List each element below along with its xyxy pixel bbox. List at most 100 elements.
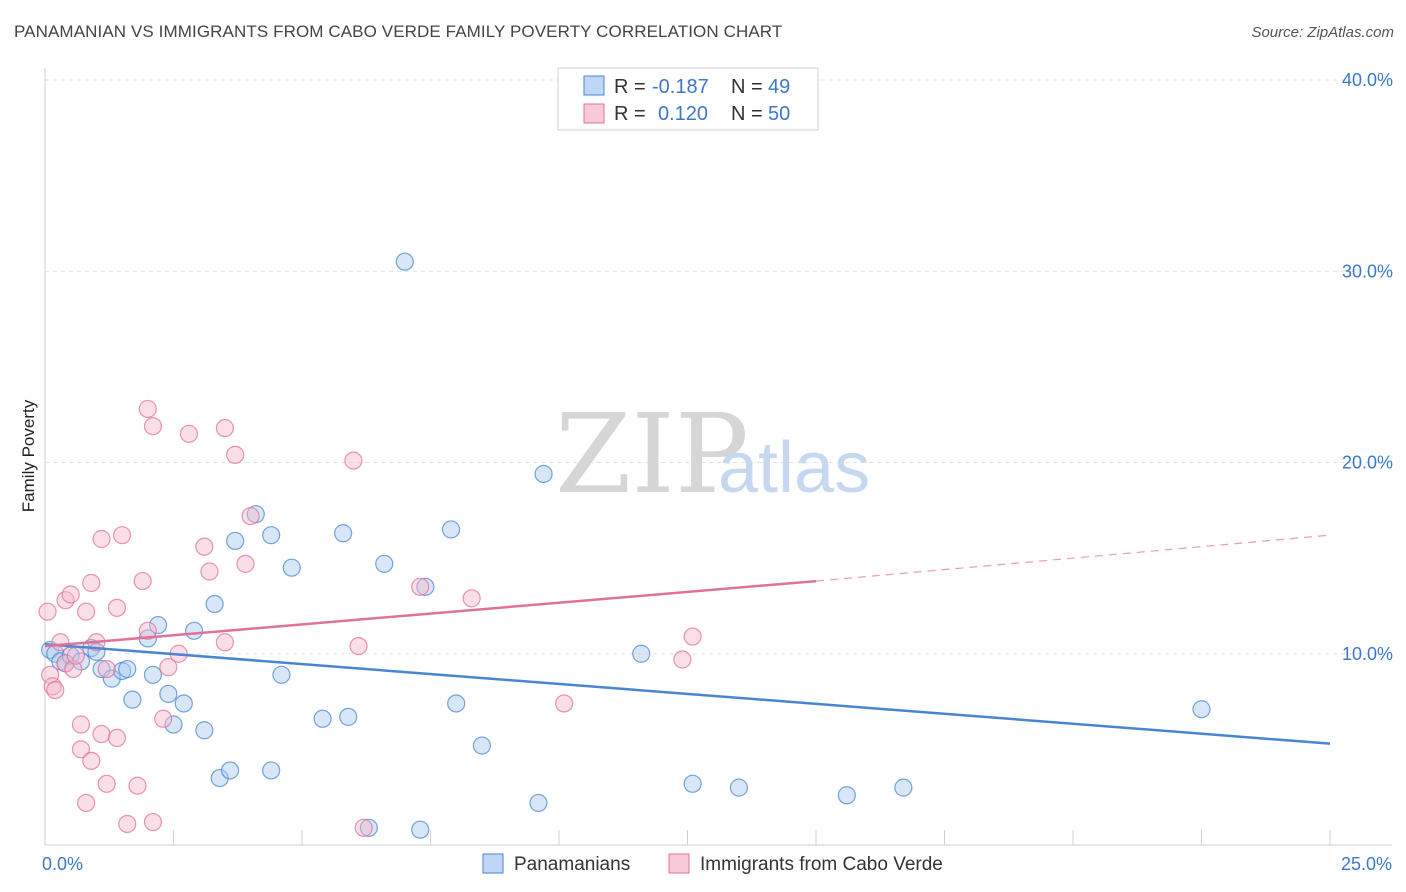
point-series0-26 bbox=[262, 526, 281, 545]
point-series0-17 bbox=[164, 715, 183, 734]
point-series0-32 bbox=[339, 707, 358, 726]
point-series0-45 bbox=[729, 778, 749, 797]
y-tick-label-3: 40.0% bbox=[1342, 70, 1393, 90]
point-series1-48 bbox=[683, 627, 702, 646]
point-series1-28 bbox=[138, 399, 157, 419]
point-series1-22 bbox=[107, 728, 127, 748]
legend-n-label-2: N = bbox=[731, 103, 763, 125]
legend-r-value-2: 0.120 bbox=[658, 103, 708, 125]
legend-r-value-1: -0.187 bbox=[652, 76, 709, 98]
point-series0-16 bbox=[159, 684, 178, 704]
point-series1-41 bbox=[241, 506, 260, 526]
watermark-atlas: atlas bbox=[718, 428, 870, 508]
trend-lines bbox=[44, 534, 1331, 745]
point-series0-40 bbox=[472, 736, 491, 755]
grid-lines bbox=[45, 79, 1390, 655]
trend-line-series0 bbox=[44, 642, 1331, 745]
point-series1-42 bbox=[344, 451, 363, 470]
tick-labels: 10.0% 20.0% 30.0% 40.0% 0.0% 25.0% bbox=[42, 70, 1393, 874]
point-series1-14 bbox=[82, 573, 101, 593]
point-series0-46 bbox=[837, 786, 856, 805]
point-series0-27 bbox=[262, 761, 281, 780]
point-series0-9 bbox=[102, 669, 121, 688]
point-series1-12 bbox=[77, 793, 96, 813]
axes bbox=[44, 68, 1392, 846]
y-tick-label-2: 30.0% bbox=[1342, 261, 1393, 281]
chart-title: PANAMANIAN VS IMMIGRANTS FROM CABO VERDE… bbox=[14, 22, 783, 41]
point-series0-42 bbox=[534, 464, 553, 484]
point-series1-26 bbox=[133, 571, 152, 591]
x-tick-label-0: 0.0% bbox=[42, 854, 83, 874]
y-tick-label-1: 20.0% bbox=[1342, 453, 1393, 473]
y-tick-label-0: 10.0% bbox=[1342, 644, 1393, 664]
point-series0-14 bbox=[143, 665, 163, 684]
x-tick-label-1: 25.0% bbox=[1341, 854, 1392, 874]
legend-r-label-1: R = bbox=[614, 76, 646, 98]
chart-source: Source: ZipAtlas.com bbox=[1251, 24, 1394, 41]
point-series1-34 bbox=[179, 424, 199, 443]
point-series0-15 bbox=[148, 615, 168, 635]
point-series1-13 bbox=[77, 602, 96, 621]
legend-swatch-cabo-verde bbox=[583, 103, 605, 124]
point-series1-9 bbox=[66, 646, 85, 665]
y-axis-label: Family Poverty bbox=[19, 399, 38, 512]
point-series1-40 bbox=[236, 554, 255, 573]
point-series1-31 bbox=[154, 709, 173, 728]
legend-bottom-label-cabo-verde: Immigrants from Cabo Verde bbox=[700, 854, 943, 875]
legend-bottom-label-panamanians: Panamanians bbox=[514, 854, 630, 875]
point-series0-43 bbox=[632, 644, 651, 663]
point-series0-36 bbox=[411, 820, 430, 839]
point-series0-18 bbox=[174, 694, 193, 713]
point-series0-21 bbox=[205, 594, 224, 614]
point-series0-19 bbox=[184, 621, 204, 640]
point-series0-30 bbox=[313, 709, 332, 728]
point-series1-15 bbox=[82, 751, 101, 770]
point-series0-12 bbox=[123, 690, 142, 709]
point-series1-7 bbox=[61, 585, 80, 604]
legend-n-value-1: 49 bbox=[768, 76, 790, 98]
point-series1-17 bbox=[92, 724, 111, 744]
legend-bottom: Panamanians Immigrants from Cabo Verde bbox=[482, 853, 943, 875]
point-series1-36 bbox=[200, 562, 219, 581]
point-series0-29 bbox=[282, 558, 301, 577]
point-series1-38 bbox=[215, 633, 234, 652]
point-series0-28 bbox=[272, 665, 291, 684]
point-series1-39 bbox=[226, 445, 245, 464]
point-series1-24 bbox=[118, 814, 137, 834]
point-series1-3 bbox=[46, 680, 65, 700]
point-series1-30 bbox=[143, 812, 163, 832]
point-series0-47 bbox=[894, 778, 913, 797]
point-series0-31 bbox=[334, 524, 353, 543]
point-series0-5 bbox=[71, 652, 91, 671]
point-series0-33 bbox=[359, 818, 378, 837]
point-series1-6 bbox=[56, 591, 75, 610]
point-series1-11 bbox=[71, 715, 91, 734]
point-series0-23 bbox=[220, 761, 240, 780]
point-series1-47 bbox=[673, 650, 692, 669]
point-series1-32 bbox=[159, 658, 178, 677]
legend-swatch-panamanians bbox=[583, 75, 605, 96]
point-series0-11 bbox=[118, 659, 137, 679]
trend-line-series1 bbox=[44, 579, 817, 648]
legend-top: R = -0.187 N = 49 R = 0.120 N = 50 bbox=[557, 67, 819, 131]
point-series1-35 bbox=[195, 537, 214, 556]
point-series0-37 bbox=[416, 577, 435, 596]
point-series0-35 bbox=[395, 252, 414, 271]
legend-bottom-swatch-panamanians bbox=[482, 853, 504, 874]
trend-line-dashed-series1 bbox=[815, 534, 1331, 582]
point-series0-22 bbox=[210, 768, 229, 788]
legend-n-label-1: N = bbox=[731, 76, 763, 98]
legend-bottom-swatch-cabo-verde bbox=[668, 853, 690, 874]
data-points bbox=[38, 252, 1211, 839]
point-series0-24 bbox=[226, 531, 245, 551]
point-series1-37 bbox=[215, 418, 234, 438]
watermark-zip: ZIP bbox=[555, 390, 749, 518]
point-series1-0 bbox=[38, 602, 57, 621]
point-series1-21 bbox=[107, 598, 127, 617]
point-series1-49 bbox=[354, 818, 373, 837]
point-series0-41 bbox=[529, 793, 548, 813]
legend-r-label-2: R = bbox=[614, 103, 646, 125]
point-series1-18 bbox=[92, 529, 111, 549]
point-series1-46 bbox=[555, 694, 574, 713]
